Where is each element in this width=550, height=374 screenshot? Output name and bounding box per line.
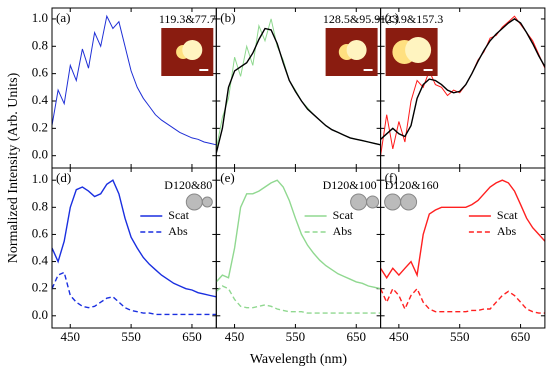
x-tick-label: 550 (286, 329, 306, 344)
x-tick-label: 450 (61, 329, 81, 344)
y-tick-label: 1.0 (32, 171, 48, 186)
annotation: D120&160 (385, 178, 439, 192)
y-axis-label: Normalized Intensity (Arb. Units) (6, 72, 21, 263)
plot-frame (215, 167, 382, 329)
series-line (380, 18, 545, 140)
annotation: 119.3&77.7 (159, 12, 216, 26)
plot-frame (51, 167, 217, 329)
series-line (216, 285, 381, 314)
legend-label: Scat (168, 208, 189, 222)
y-tick-label: 0.8 (32, 198, 48, 213)
dimer-icon (400, 193, 418, 211)
x-tick-label: 450 (389, 329, 409, 344)
legend-label: Abs (497, 224, 517, 238)
panel-label: (e) (220, 170, 234, 185)
legend-label: Scat (333, 208, 354, 222)
series-line (216, 27, 381, 154)
series-line (216, 179, 381, 290)
x-tick-label: 650 (511, 329, 531, 344)
series-line (52, 271, 217, 316)
panel-label: (b) (220, 10, 235, 25)
y-tick-label: 0.0 (32, 307, 48, 322)
y-tick-label: 0.2 (32, 119, 48, 134)
annotation: 128.5&95.9 (323, 12, 380, 26)
y-tick-label: 1.0 (32, 10, 48, 25)
particle (346, 40, 367, 60)
inset-image (161, 28, 214, 76)
series-line (52, 14, 217, 146)
annotation: D120&100 (323, 178, 377, 192)
y-tick-label: 0.0 (32, 147, 48, 162)
x-tick-label: 650 (347, 329, 367, 344)
legend-label: Scat (497, 208, 518, 222)
x-tick-label: 650 (182, 329, 202, 344)
particle (182, 40, 203, 60)
legend-label: Abs (333, 224, 353, 238)
y-tick-label: 0.4 (32, 253, 49, 268)
y-tick-label: 0.4 (32, 92, 49, 107)
inset-image (325, 28, 378, 76)
legend-label: Abs (168, 224, 188, 238)
x-tick-label: 550 (121, 329, 141, 344)
y-tick-label: 0.6 (32, 225, 49, 240)
annotation: D120&80 (164, 178, 212, 192)
series-line (380, 179, 545, 280)
y-tick-label: 0.2 (32, 280, 48, 295)
dimer-icon (384, 193, 402, 211)
dimer-icon (366, 195, 380, 209)
x-tick-label: 550 (450, 329, 470, 344)
y-tick-label: 0.6 (32, 65, 49, 80)
x-tick-label: 450 (225, 329, 245, 344)
inset-image (385, 28, 438, 76)
panel-label: (f) (385, 170, 398, 185)
plot-frame (380, 167, 546, 329)
x-axis-label: Wavelength (nm) (250, 352, 348, 367)
series-line (380, 287, 545, 314)
particle (405, 37, 432, 63)
y-tick-label: 0.8 (32, 37, 48, 52)
annotation: 123.9&157.3 (380, 12, 443, 26)
panel-label: (a) (56, 10, 70, 25)
series-line (52, 179, 217, 298)
panel-label: (d) (56, 170, 71, 185)
panel-label: (c) (385, 10, 399, 25)
dimer-icon (201, 196, 213, 208)
